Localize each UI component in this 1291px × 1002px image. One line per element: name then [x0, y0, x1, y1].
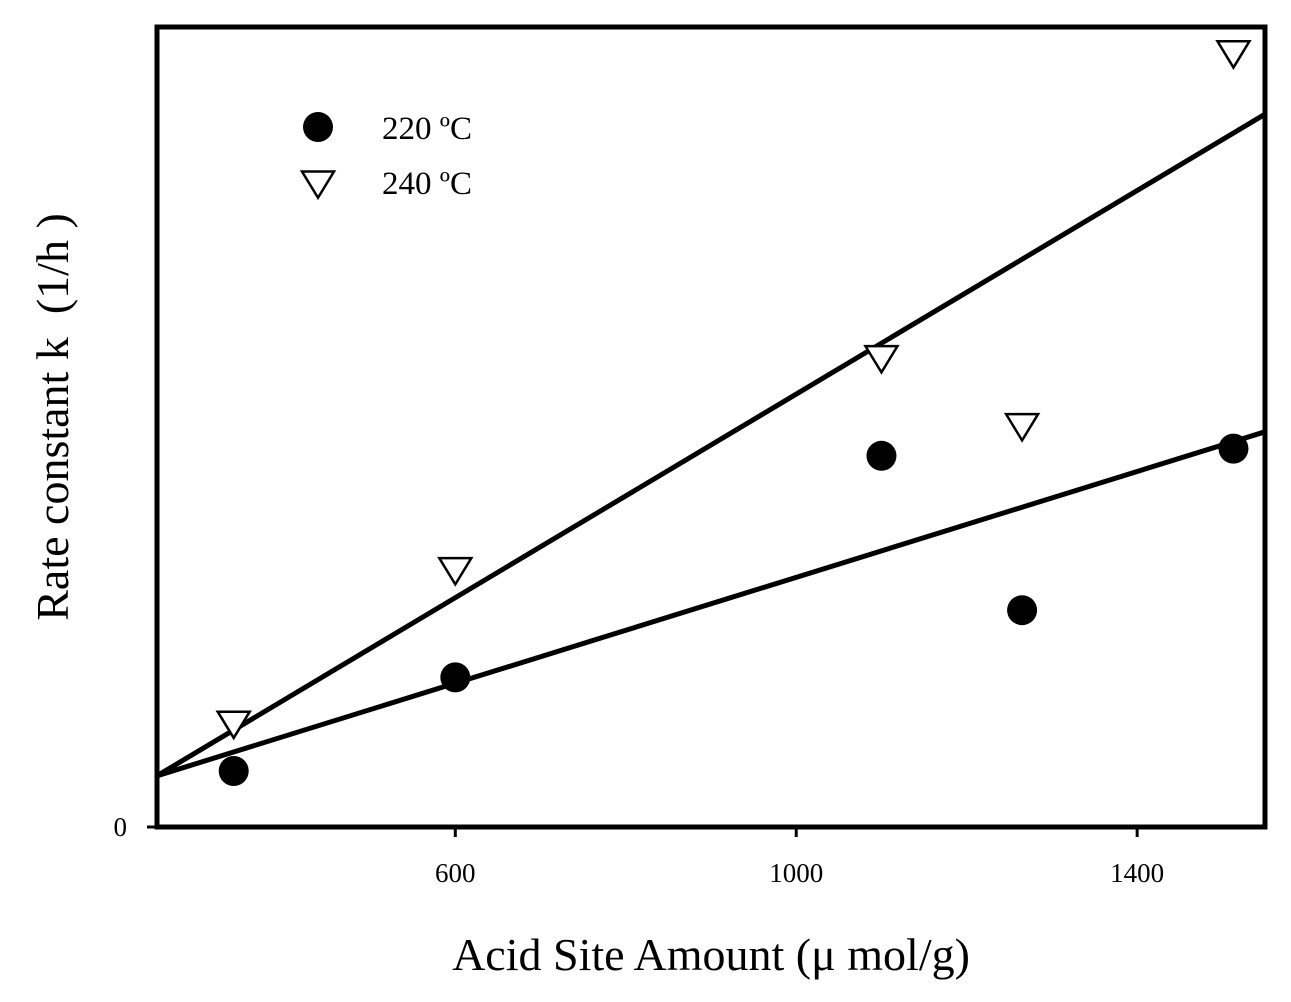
legend-triangle-icon [299, 170, 337, 201]
legend-circle-icon [303, 112, 333, 142]
legend-entry-240: 240 ºC [299, 166, 472, 202]
plot-frame [154, 24, 1268, 830]
y-axis-title: Rate constant k (1/h ) [27, 213, 78, 621]
point-s1-0 [215, 710, 252, 741]
tick-labels: 600 1000 1400 0 [114, 812, 1165, 888]
point-s0-3 [1007, 595, 1038, 626]
legend-label-240: 240 ºC [382, 166, 472, 202]
point-s0-0 [218, 756, 249, 786]
point-s1-4 [1215, 40, 1252, 70]
x-tick-label-2: 1400 [1110, 858, 1164, 888]
point-s1-3 [1003, 412, 1041, 443]
fit-lines [155, 112, 1267, 779]
point-s1-1 [437, 556, 474, 587]
legend-entry-220: 220 ºC [303, 111, 472, 147]
x-tick-label-1: 1000 [769, 858, 823, 888]
point-s0-1 [440, 662, 471, 693]
fit-line-1 [155, 112, 1267, 778]
point-s0-2 [866, 440, 897, 471]
fit-line-0 [156, 429, 1266, 779]
x-tick-label-0: 600 [435, 858, 476, 888]
legend-marker-240 [299, 170, 337, 201]
point-s0-4 [1218, 433, 1249, 464]
point-s1-2 [863, 344, 900, 375]
axis-ticks [147, 825, 1139, 837]
legend-marker-220 [303, 112, 333, 142]
legend: 220 ºC 240 ºC [299, 111, 472, 202]
x-axis-title: Acid Site Amount (μ mol/g) [452, 929, 970, 980]
data-markers [215, 40, 1252, 786]
y-tick-label-0: 0 [114, 812, 128, 842]
legend-label-220: 220 ºC [382, 111, 472, 147]
